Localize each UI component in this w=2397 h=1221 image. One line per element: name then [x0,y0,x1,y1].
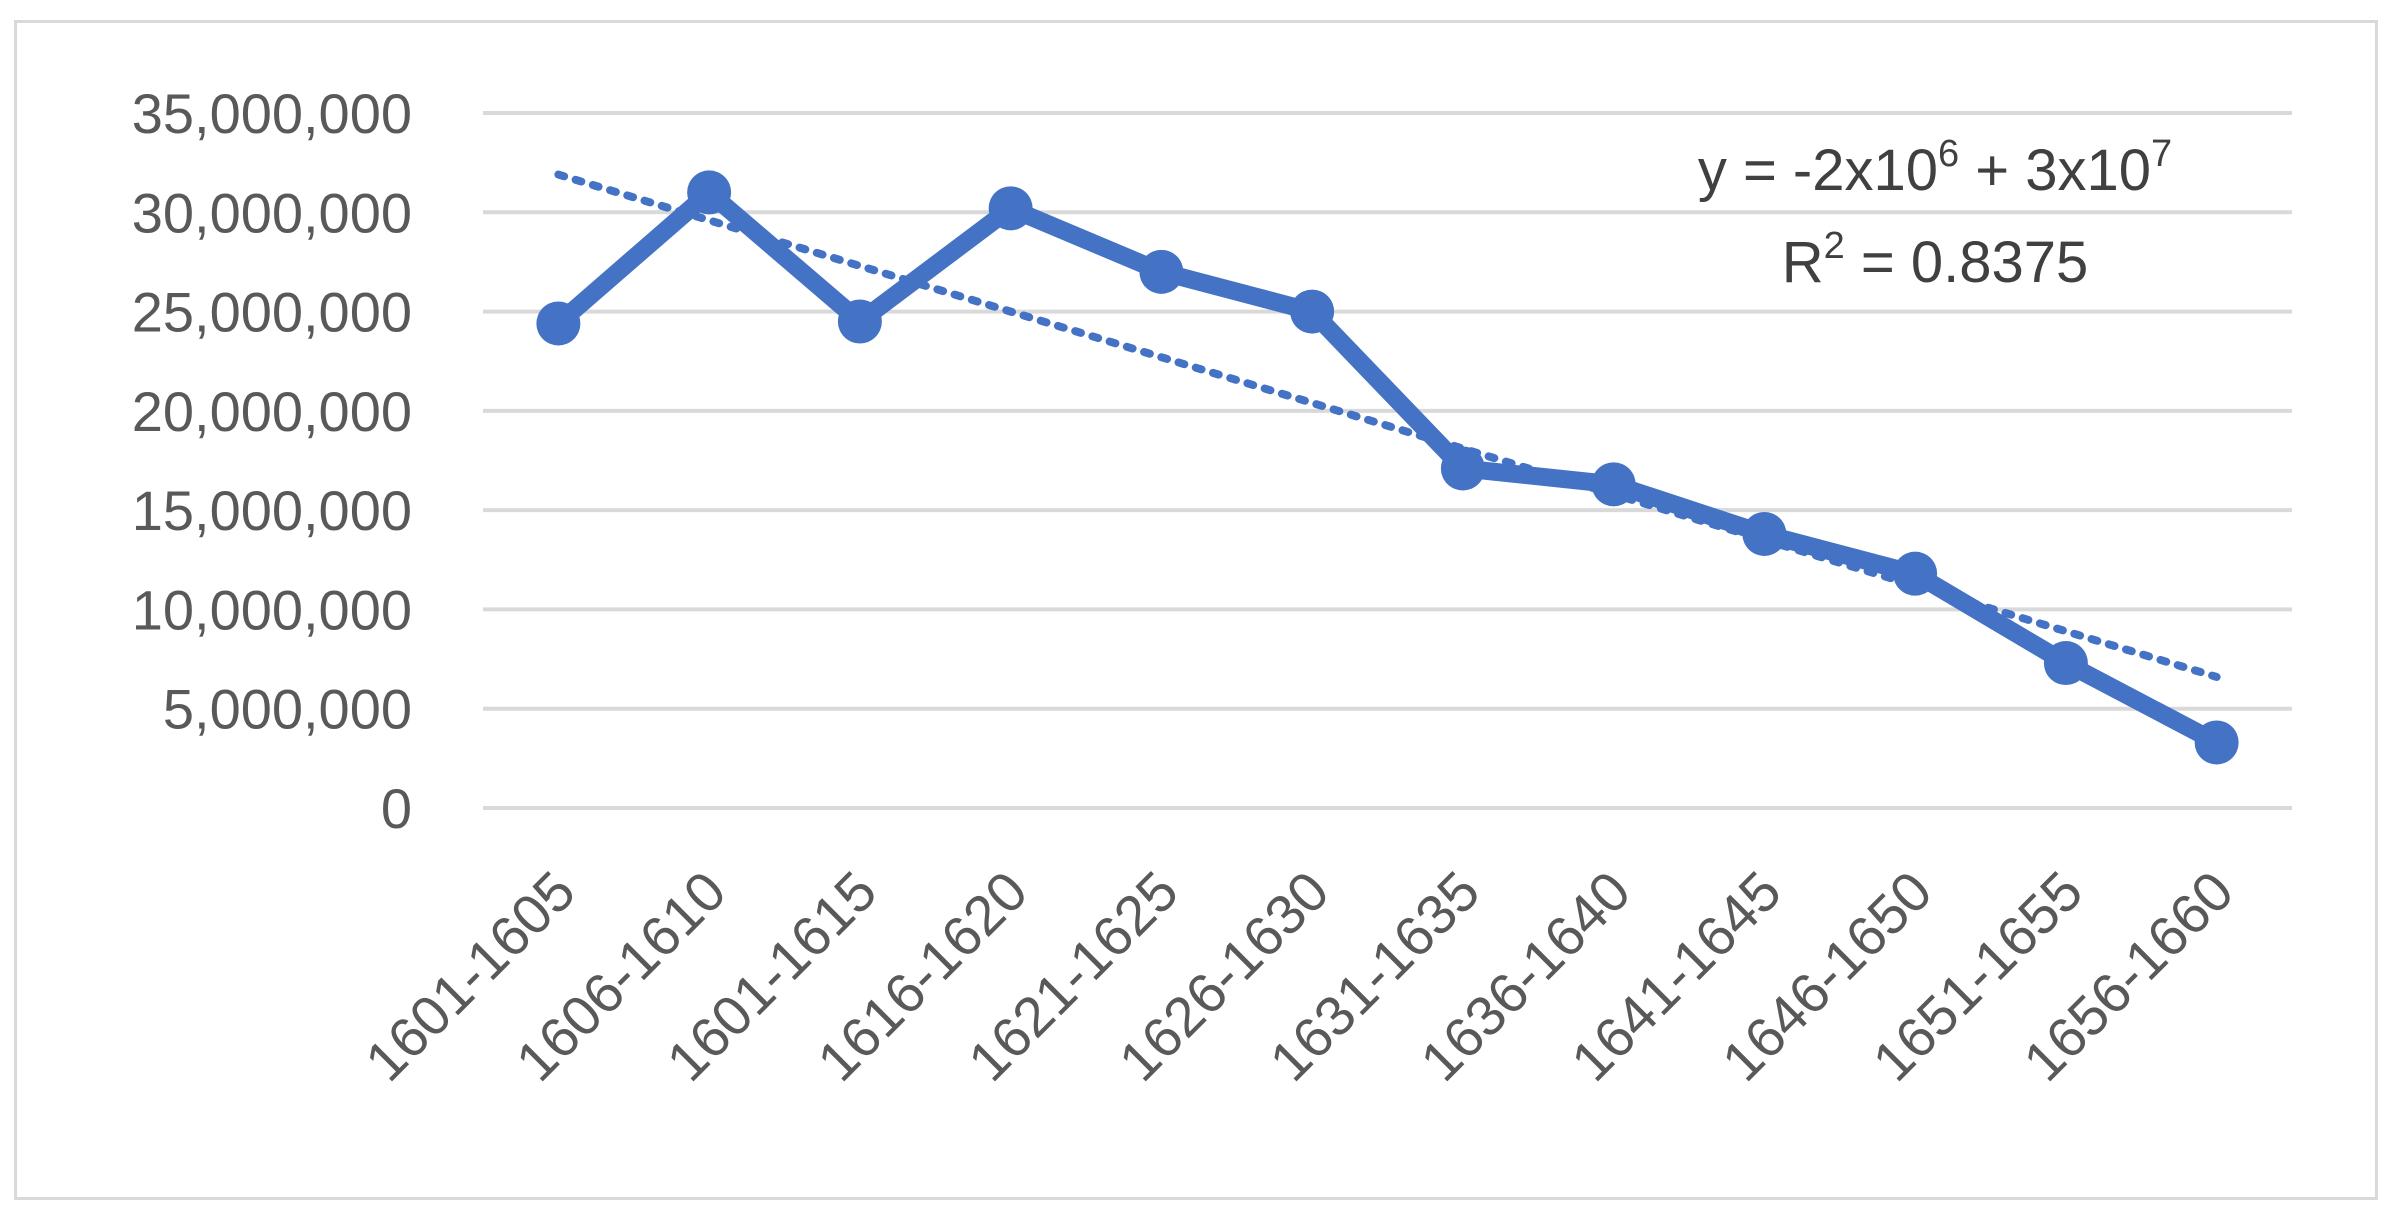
y-tick-label: 30,000,000 [132,181,412,244]
data-point [2194,720,2239,765]
trendline-equation: y = -2x106 + 3x107 R2 = 0.8375 [1698,133,2172,295]
data-point [1290,289,1335,334]
data-point [1742,511,1787,556]
y-tick-label: 0 [381,777,412,840]
data-point [837,299,882,344]
data-point [1440,446,1485,491]
x-axis-tick-labels: 1601-16051606-16101601-16151616-16201621… [353,859,2245,1093]
data-point [687,170,732,215]
data-point [1139,249,1184,294]
y-tick-label: 5,000,000 [163,678,412,741]
r-squared-label: R2 = 0.8375 [1782,225,2089,295]
series-layer [536,170,2239,765]
y-tick-label: 20,000,000 [132,380,412,443]
data-point [536,301,581,346]
data-point [1591,462,1636,507]
y-tick-label: 15,000,000 [132,479,412,542]
data-point [988,186,1033,231]
series-line [549,183,2226,752]
y-tick-label: 10,000,000 [132,578,412,641]
data-point [2043,641,2088,686]
gridlines [483,111,2292,810]
data-point [1893,551,1938,596]
y-tick-label: 25,000,000 [132,281,412,344]
y-tick-label: 35,000,000 [132,82,412,145]
equation-label: y = -2x106 + 3x107 [1698,133,2172,203]
y-axis-tick-labels: 0 5,000,000 10,000,000 15,000,000 20,000,000… [132,82,412,840]
